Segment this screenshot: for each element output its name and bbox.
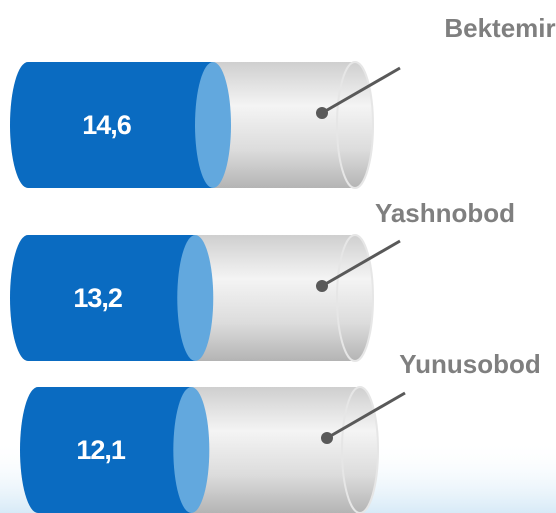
value-label: 13,2 <box>73 283 122 313</box>
cylinder-end <box>336 61 374 189</box>
bar-cap <box>177 235 214 361</box>
leader-dot <box>321 432 333 444</box>
category-label: Bektemir <box>444 13 555 43</box>
leader-line <box>321 239 401 288</box>
bar <box>10 62 213 188</box>
leader-dot <box>316 280 328 292</box>
leader-dot <box>316 107 328 119</box>
category-label: Yashnobod <box>375 198 515 228</box>
category-label: Yunusobod <box>399 349 541 379</box>
value-label: 12,1 <box>76 435 126 465</box>
bar-cap <box>173 387 210 513</box>
leader-line <box>326 391 406 440</box>
cylinder-end <box>336 234 374 362</box>
bar <box>10 235 196 361</box>
cylinder-end <box>341 386 379 513</box>
value-label: 14,6 <box>82 110 132 140</box>
leader-line <box>321 66 401 115</box>
bar-cap <box>195 62 231 188</box>
bar <box>20 387 192 513</box>
